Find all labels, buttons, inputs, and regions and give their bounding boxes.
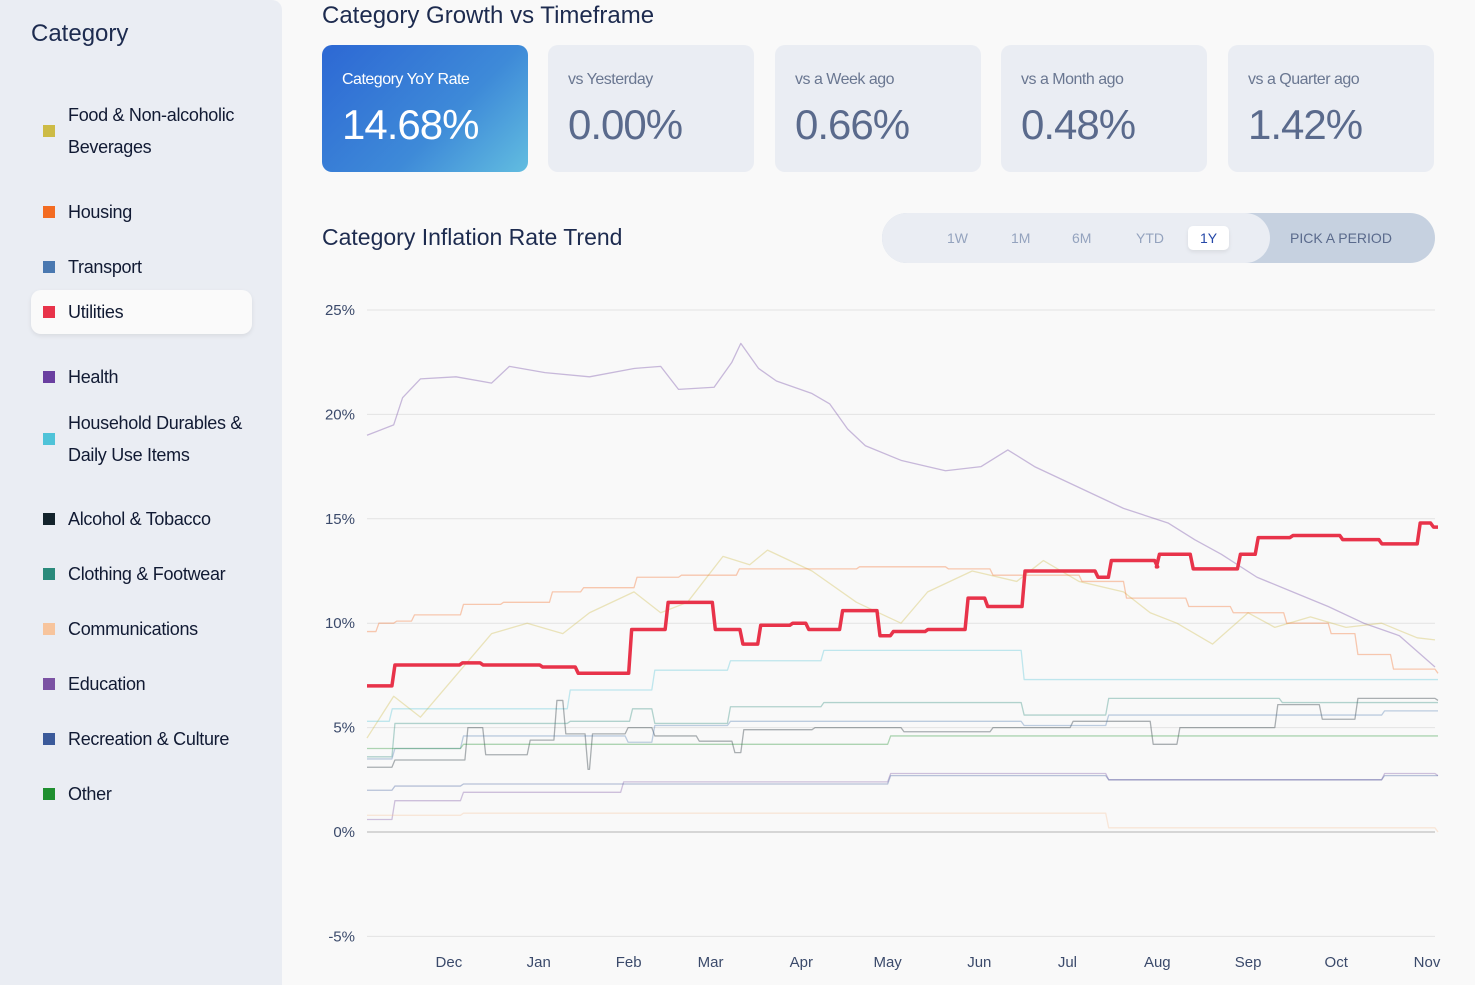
sidebar-item-housing[interactable]: Housing	[31, 190, 252, 234]
x-tick-label: Sep	[1235, 954, 1262, 971]
yoy-rate-card: Category YoY Rate 14.68%	[322, 45, 528, 172]
series-line-transport	[367, 710, 1438, 760]
y-tick-label: 25%	[325, 302, 355, 319]
color-swatch-icon	[43, 788, 55, 800]
series-line-household-durables-daily-use-items	[367, 649, 1438, 722]
sidebar-item-label: Food & Non-alcoholic Beverages	[68, 105, 235, 157]
x-tick-label: Apr	[790, 954, 813, 971]
card-value: 14.68%	[342, 101, 479, 148]
series-line-utilities	[367, 521, 1438, 688]
color-swatch-icon	[43, 568, 55, 580]
period-1w[interactable]: 1W	[947, 230, 968, 246]
series-line-recreation-culture	[367, 774, 1438, 791]
sidebar-title: Category	[31, 20, 129, 47]
card-value: 0.48%	[1021, 101, 1136, 148]
sidebar-item-label: Health	[68, 367, 119, 387]
color-swatch-icon	[43, 513, 55, 525]
sidebar-item-label: Clothing & Footwear	[68, 564, 226, 584]
comparison-card: vs a Quarter ago 1.42%	[1228, 45, 1434, 172]
comparison-card: vs a Month ago 0.48%	[1001, 45, 1207, 172]
x-tick-label: Aug	[1144, 954, 1171, 971]
color-swatch-icon	[43, 623, 55, 635]
color-swatch-icon	[43, 206, 55, 218]
sidebar-item-label: Other	[68, 784, 112, 804]
card-label: vs a Quarter ago	[1248, 71, 1360, 88]
sidebar-item-clothing-footwear[interactable]: Clothing & Footwear	[31, 552, 252, 596]
color-swatch-icon	[43, 125, 55, 137]
sidebar-item-label: Housing	[68, 202, 132, 222]
sidebar-item-transport[interactable]: Transport	[31, 245, 252, 289]
sidebar-item-communications[interactable]: Communications	[31, 607, 252, 651]
x-tick-label: Oct	[1325, 954, 1349, 971]
series-line-health	[366, 342, 1436, 668]
period-selector: 1W 1M 6M YTD 1Y PICK A PERIOD	[882, 213, 1435, 263]
category-sidebar: Category Food & Non-alcoholic Beverages H…	[0, 0, 282, 985]
y-tick-label: -5%	[328, 928, 355, 945]
series-line-education	[367, 772, 1439, 821]
series-line-food-non-alcoholic-beverages	[366, 549, 1436, 739]
sidebar-item-label: Education	[68, 674, 146, 694]
color-swatch-icon	[43, 678, 55, 690]
series-line-housing	[367, 566, 1439, 674]
pick-period-button[interactable]: PICK A PERIOD	[1290, 230, 1392, 246]
period-ytd[interactable]: YTD	[1136, 230, 1164, 246]
series-line-other	[367, 735, 1438, 750]
sidebar-item-alcohol-tobacco[interactable]: Alcohol & Tobacco	[31, 497, 252, 541]
period-1y[interactable]: 1Y	[1188, 226, 1230, 250]
sidebar-item-label: Communications	[68, 619, 198, 639]
trend-title: Category Inflation Rate Trend	[322, 224, 623, 250]
color-swatch-icon	[43, 371, 55, 383]
x-tick-label: May	[873, 954, 902, 971]
period-6m[interactable]: 6M	[1072, 230, 1092, 246]
y-tick-label: 20%	[325, 406, 355, 423]
page-title: Category Growth vs Timeframe	[322, 2, 655, 29]
series-line-alcohol-tobacco	[367, 697, 1439, 771]
series-line-clothing-footwear	[367, 697, 1438, 758]
y-tick-label: 15%	[325, 511, 355, 528]
comparison-card: vs Yesterday 0.00%	[548, 45, 754, 172]
card-label: vs a Week ago	[795, 71, 895, 88]
y-tick-label: 0%	[333, 824, 355, 841]
sidebar-item-utilities[interactable]: Utilities	[31, 290, 252, 334]
x-tick-label: Jul	[1058, 954, 1077, 971]
y-tick-label: 10%	[325, 615, 355, 632]
card-label: vs a Month ago	[1021, 71, 1124, 88]
card-value: 0.00%	[568, 101, 683, 148]
x-tick-label: Nov	[1414, 954, 1441, 971]
card-value: 0.66%	[795, 101, 910, 148]
y-tick-label: 5%	[333, 720, 355, 737]
x-tick-label: Feb	[616, 954, 642, 971]
sidebar-item-label: Alcohol & Tobacco	[68, 509, 211, 529]
period-1m[interactable]: 1M	[1011, 230, 1031, 246]
card-value: 1.42%	[1248, 101, 1363, 148]
series-line-communications	[367, 812, 1439, 833]
color-swatch-icon	[43, 261, 55, 273]
card-label: Category YoY Rate	[342, 71, 470, 88]
x-tick-label: Mar	[698, 954, 724, 971]
sidebar-item-label: Recreation & Culture	[68, 729, 230, 749]
sidebar-item-education[interactable]: Education	[31, 662, 252, 706]
color-swatch-icon	[43, 306, 55, 318]
x-tick-label: Jun	[967, 954, 991, 971]
x-tick-label: Dec	[436, 954, 463, 971]
x-tick-label: Jan	[527, 954, 551, 971]
sidebar-item-household-durables-daily-use-items[interactable]: Household Durables & Daily Use Items	[31, 405, 252, 473]
color-swatch-icon	[43, 733, 55, 745]
sidebar-item-label: Utilities	[68, 302, 124, 322]
sidebar-item-other[interactable]: Other	[31, 772, 252, 816]
sidebar-item-recreation-culture[interactable]: Recreation & Culture	[31, 717, 252, 761]
sidebar-item-label: Household Durables & Daily Use Items	[68, 413, 243, 465]
color-swatch-icon	[43, 433, 55, 445]
sidebar-item-label: Transport	[68, 257, 142, 277]
sidebar-item-food-non-alcoholic-beverages[interactable]: Food & Non-alcoholic Beverages	[31, 97, 252, 165]
card-label: vs Yesterday	[568, 71, 653, 88]
sidebar-item-health[interactable]: Health	[31, 355, 252, 399]
comparison-card: vs a Week ago 0.66%	[775, 45, 981, 172]
